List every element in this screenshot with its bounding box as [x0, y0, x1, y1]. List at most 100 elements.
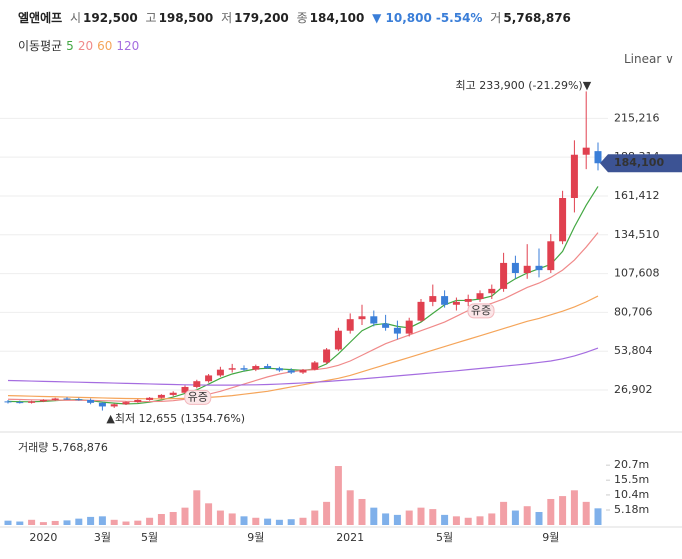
volume-bar	[488, 513, 496, 525]
y-tick-label: 5.18m	[614, 503, 649, 516]
volume-bar	[559, 496, 567, 525]
moving-average-line	[7, 295, 599, 400]
legend-entry: 20	[77, 39, 94, 53]
volume-bar	[299, 517, 307, 525]
volume-bar	[382, 513, 390, 525]
label: 종	[296, 11, 308, 25]
candle-body	[193, 381, 201, 387]
y-tick-label: 134,510	[614, 228, 660, 241]
candle-body	[134, 399, 142, 403]
y-tick-label: 107,608	[614, 267, 660, 280]
volume-bar	[28, 519, 36, 525]
volume-bar	[193, 490, 201, 525]
candle-body	[16, 402, 24, 404]
volume-bar	[98, 516, 106, 525]
candle-body	[523, 265, 531, 274]
candle-body	[429, 296, 437, 302]
volume-bar	[429, 509, 437, 525]
value: 5,768,876	[503, 11, 571, 25]
change: ▼ 10,800	[372, 11, 432, 25]
volume-bar	[264, 518, 272, 525]
candle-body	[547, 241, 555, 271]
volume-bar	[87, 516, 95, 525]
candle-body	[488, 288, 496, 294]
candle-body	[382, 323, 390, 328]
event-label: 유증	[471, 304, 491, 317]
high-annotation: 최고 233,900 (-21.29%)▼	[456, 79, 592, 92]
candle-body	[287, 370, 295, 373]
x-tick-label: 9월	[247, 531, 264, 544]
volume-bar	[205, 503, 213, 525]
volume-bar	[511, 510, 519, 525]
value: 184,100	[309, 11, 365, 25]
scale-menu[interactable]: Linear ∨	[624, 52, 674, 66]
candle-body	[51, 398, 59, 400]
candle-body	[417, 301, 425, 321]
volume-bar	[441, 514, 449, 525]
candle-body	[205, 375, 213, 382]
candle-body	[299, 369, 307, 373]
y-tick-label: 161,412	[614, 189, 660, 202]
y-tick-label: 80,706	[614, 305, 653, 318]
volume-bar	[370, 507, 378, 525]
candle-body	[582, 147, 590, 155]
candle-body	[169, 392, 177, 395]
volume-bar	[476, 516, 484, 525]
volume-title: 거래량 5,768,876	[18, 441, 108, 454]
candle-body	[370, 316, 378, 324]
candle-body	[28, 401, 36, 403]
candle-body	[75, 399, 83, 401]
volume-bar	[287, 519, 295, 525]
value: 179,200	[234, 11, 289, 25]
legend-entry: 60	[97, 39, 113, 53]
candle-body	[216, 369, 224, 376]
legend-title: 이동평균	[18, 39, 63, 53]
volume-bar	[216, 510, 224, 525]
volume-bar	[157, 514, 165, 525]
candle-body	[464, 298, 472, 302]
candle-body	[500, 262, 508, 289]
volume-bar	[594, 508, 602, 525]
candle-body	[441, 296, 449, 305]
volume-bar	[405, 510, 413, 525]
y-tick-label: 53,804	[614, 344, 653, 357]
volume-bar	[110, 519, 118, 525]
candle-body	[511, 262, 519, 274]
volume-bar	[570, 490, 578, 525]
candle-body	[311, 362, 319, 370]
volume-bar	[346, 490, 354, 525]
x-tick-label: 5월	[436, 531, 453, 544]
y-tick-label: 215,216	[614, 111, 660, 124]
candle-body	[452, 301, 460, 305]
current-price-tag	[600, 154, 682, 173]
y-tick-label: 10.4m	[614, 488, 649, 501]
event-label: 유증	[188, 390, 208, 403]
volume-bar	[323, 501, 331, 525]
y-tick-label: 26,902	[614, 383, 653, 396]
value: 198,500	[158, 11, 214, 25]
stock-name: 엘앤에프	[18, 11, 63, 25]
current-price-label: 184,100	[614, 156, 664, 169]
volume-bar	[39, 522, 47, 525]
volume-bar	[240, 516, 248, 525]
candle-body	[405, 320, 413, 334]
x-tick-label: 9월	[542, 531, 559, 544]
candle-body	[240, 368, 248, 370]
candle-body	[146, 397, 154, 400]
x-tick-label: 2021	[336, 531, 364, 544]
y-tick-label: 15.5m	[614, 473, 649, 486]
volume-bar	[75, 518, 83, 525]
candle-body	[570, 154, 578, 199]
candle-body	[181, 386, 189, 393]
x-tick-label: 2020	[29, 531, 57, 544]
candle-body	[334, 330, 342, 350]
volume-bar	[452, 516, 460, 525]
header: 엘앤에프 시 192,500 고 198,500 저 179,200 종 184,100…	[18, 9, 575, 26]
candle-body	[63, 398, 71, 400]
label: 거	[490, 11, 502, 25]
volume-bar	[535, 511, 543, 525]
legend-entry: 120	[116, 39, 140, 53]
scale-menu-label[interactable]: Linear	[624, 52, 662, 66]
